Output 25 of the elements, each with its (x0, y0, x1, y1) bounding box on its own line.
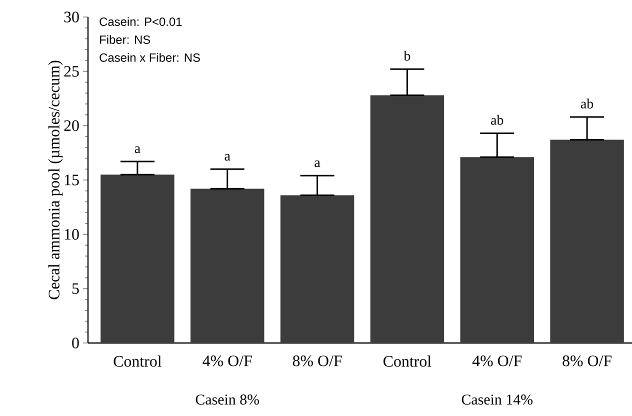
annotation: Casein x Fiber: NS (100, 53, 200, 62)
annotation: a (314, 160, 320, 168)
x-tick-label: Control (114, 356, 162, 367)
y-tick-label: 30 (64, 12, 79, 22)
annotation: ab (580, 98, 594, 108)
x-tick-label: Control (384, 356, 432, 367)
y-tick-label: 20 (64, 120, 79, 132)
y-tick-label: 25 (64, 66, 79, 77)
y-axis-title: Cecal ammonia pool (µmoles/cecum) (48, 60, 63, 300)
annotation: b (404, 50, 410, 61)
text: Casein 14% (462, 394, 533, 405)
y-tick-label: 5 (72, 283, 79, 294)
y-tick-label: 15 (64, 174, 79, 186)
x-tick-label: 8% O/F (292, 356, 342, 366)
x-tick-label: 8% O/F (562, 356, 612, 366)
y-tick-label: 10 (64, 228, 79, 240)
annotation: a (134, 146, 140, 154)
annotation: a (224, 154, 230, 161)
x-tick-label: 4% O/F (472, 356, 522, 366)
annotation: ab (491, 114, 504, 125)
annotation: Casein: P<0.01 (100, 17, 182, 26)
annotation: Fiber: NS (100, 35, 150, 44)
x-tick-label: 4% O/F (202, 356, 252, 366)
text: Casein 8% (196, 394, 260, 405)
y-tick-label: 0 (72, 338, 79, 348)
